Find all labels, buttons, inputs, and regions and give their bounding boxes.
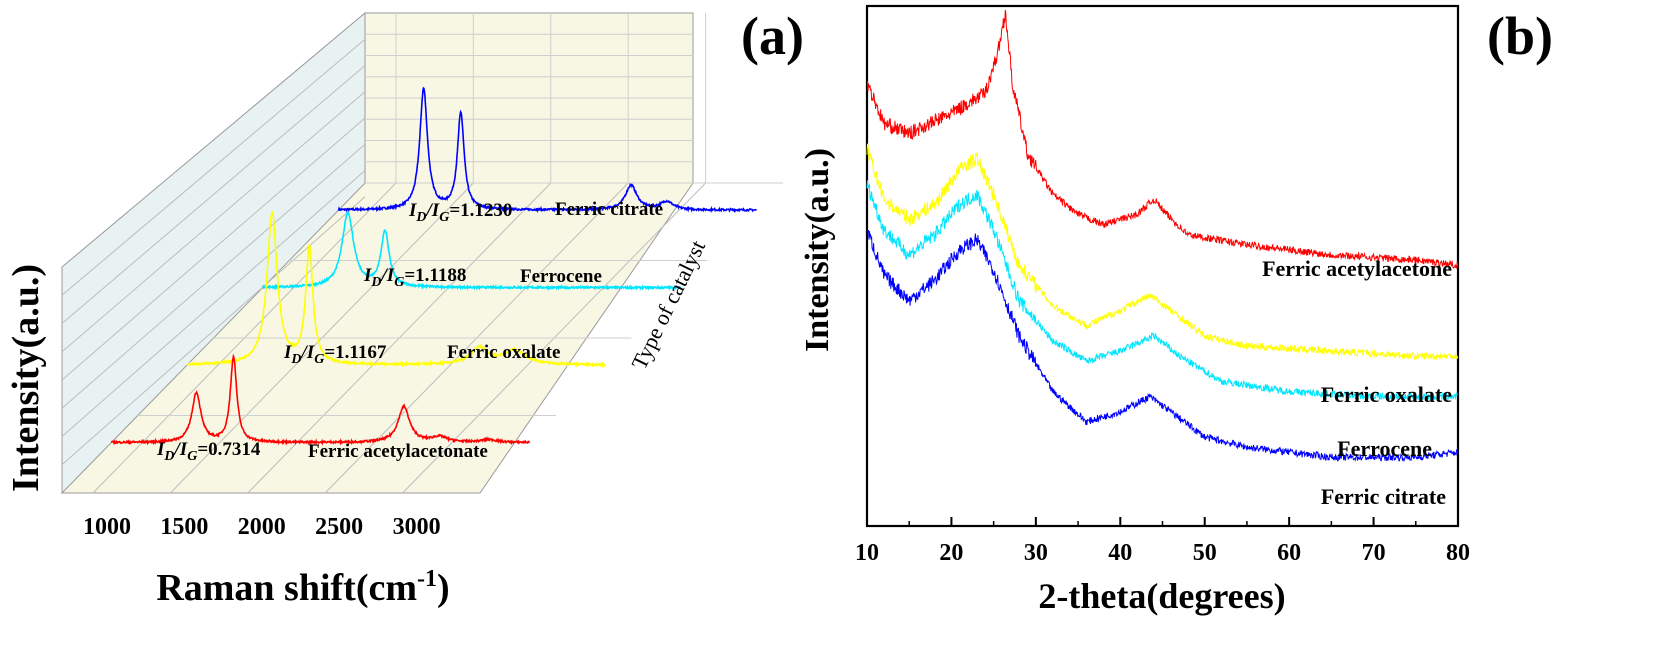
panel-a-label: (a)	[741, 6, 804, 66]
series-label: Ferric citrate	[1321, 484, 1446, 509]
x-tick-label: 70	[1362, 540, 1386, 566]
series-label: Ferric acetylacetone	[1262, 256, 1452, 281]
series-label: Ferric citrate	[555, 199, 663, 220]
series-label: Ferric acetylacetonate	[308, 441, 488, 462]
x-tick-labels: 10 20 30 40 50 60 70 80	[855, 517, 1470, 566]
x-tick-label: 30	[1024, 540, 1048, 566]
xrd-series-line	[866, 143, 1459, 361]
x-axis-label-sup: -1	[417, 566, 437, 592]
series-labels: Ferric acetylacetone Ferric oxalate Ferroc…	[1262, 256, 1452, 509]
series-label: Ferric oxalate	[447, 342, 560, 363]
x-tick-label: 20	[939, 540, 963, 566]
ratio-label: ID/IG=1.1230	[408, 200, 512, 225]
x-tick-label: 2500	[315, 514, 363, 540]
x-axis-label: Raman shift(cm-1)	[156, 566, 449, 609]
panel-b-label: (b)	[1487, 6, 1553, 66]
ratio-labels: ID/IG=0.7314 ID/IG=1.1167 ID/IG=1.1188 ID/I…	[156, 200, 512, 464]
x-axis-label-main: Raman shift(cm	[156, 567, 417, 609]
wall-gridline	[61, 170, 366, 437]
grid	[61, 13, 783, 494]
series-label: Ferrocene	[1337, 436, 1432, 461]
x-tick-label: 60	[1277, 540, 1301, 566]
raman-panel: 1000 1500 2000 2500 3000 ID/IG=0.7314 ID/IG=1…	[5, 6, 804, 609]
wall-gridline	[61, 65, 366, 324]
x-tick-label: 40	[1108, 540, 1132, 566]
raman-series-line	[110, 353, 530, 447]
raman-series-line	[337, 86, 757, 214]
wall-gridline	[61, 143, 366, 409]
xrd-panel: 10 20 30 40 50 60 70 80 Ferric acetylacetoneFer…	[799, 4, 1553, 616]
raman-series-line	[186, 210, 606, 369]
x-tick-labels: 1000 1500 2000 2500 3000	[83, 514, 441, 540]
wall-gridline	[61, 196, 366, 466]
x-tick-label: 3000	[393, 514, 441, 540]
raman-traces	[110, 86, 757, 447]
x-axis-label-close: )	[437, 567, 450, 609]
x-tick-label: 80	[1446, 540, 1470, 566]
x-axis-label: 2-theta(degrees)	[1038, 576, 1285, 616]
x-tick-label: 10	[855, 540, 879, 566]
x-tick-label: 2000	[238, 514, 286, 540]
wall-gridline	[61, 117, 366, 381]
series-label: Ferric oxalate	[1321, 382, 1453, 407]
series-labels: Ferric acetylacetonate Ferric oxalate Ferr…	[308, 199, 663, 462]
xrd-series-line	[866, 230, 1459, 463]
xrd-traces	[866, 9, 1459, 463]
x-tick-label: 1500	[160, 514, 208, 540]
x-tick-label: 50	[1193, 540, 1217, 566]
ratio-label: ID/IG=1.1167	[283, 342, 387, 367]
ratio-label: ID/IG=0.7314	[156, 439, 261, 464]
ratio-label: ID/IG=1.1188	[363, 265, 466, 290]
wall-gridline	[61, 91, 366, 353]
xrd-series-line	[866, 180, 1459, 402]
series-label: Ferrocene	[520, 266, 602, 287]
y-axis-label: Intensity(a.u.)	[799, 148, 836, 352]
y-axis-label: Intensity(a.u.)	[5, 264, 47, 492]
x-tick-label: 1000	[83, 514, 131, 540]
xrd-series-line	[866, 9, 1459, 269]
wall-gridline	[61, 38, 366, 296]
raman-series-line	[262, 211, 682, 292]
